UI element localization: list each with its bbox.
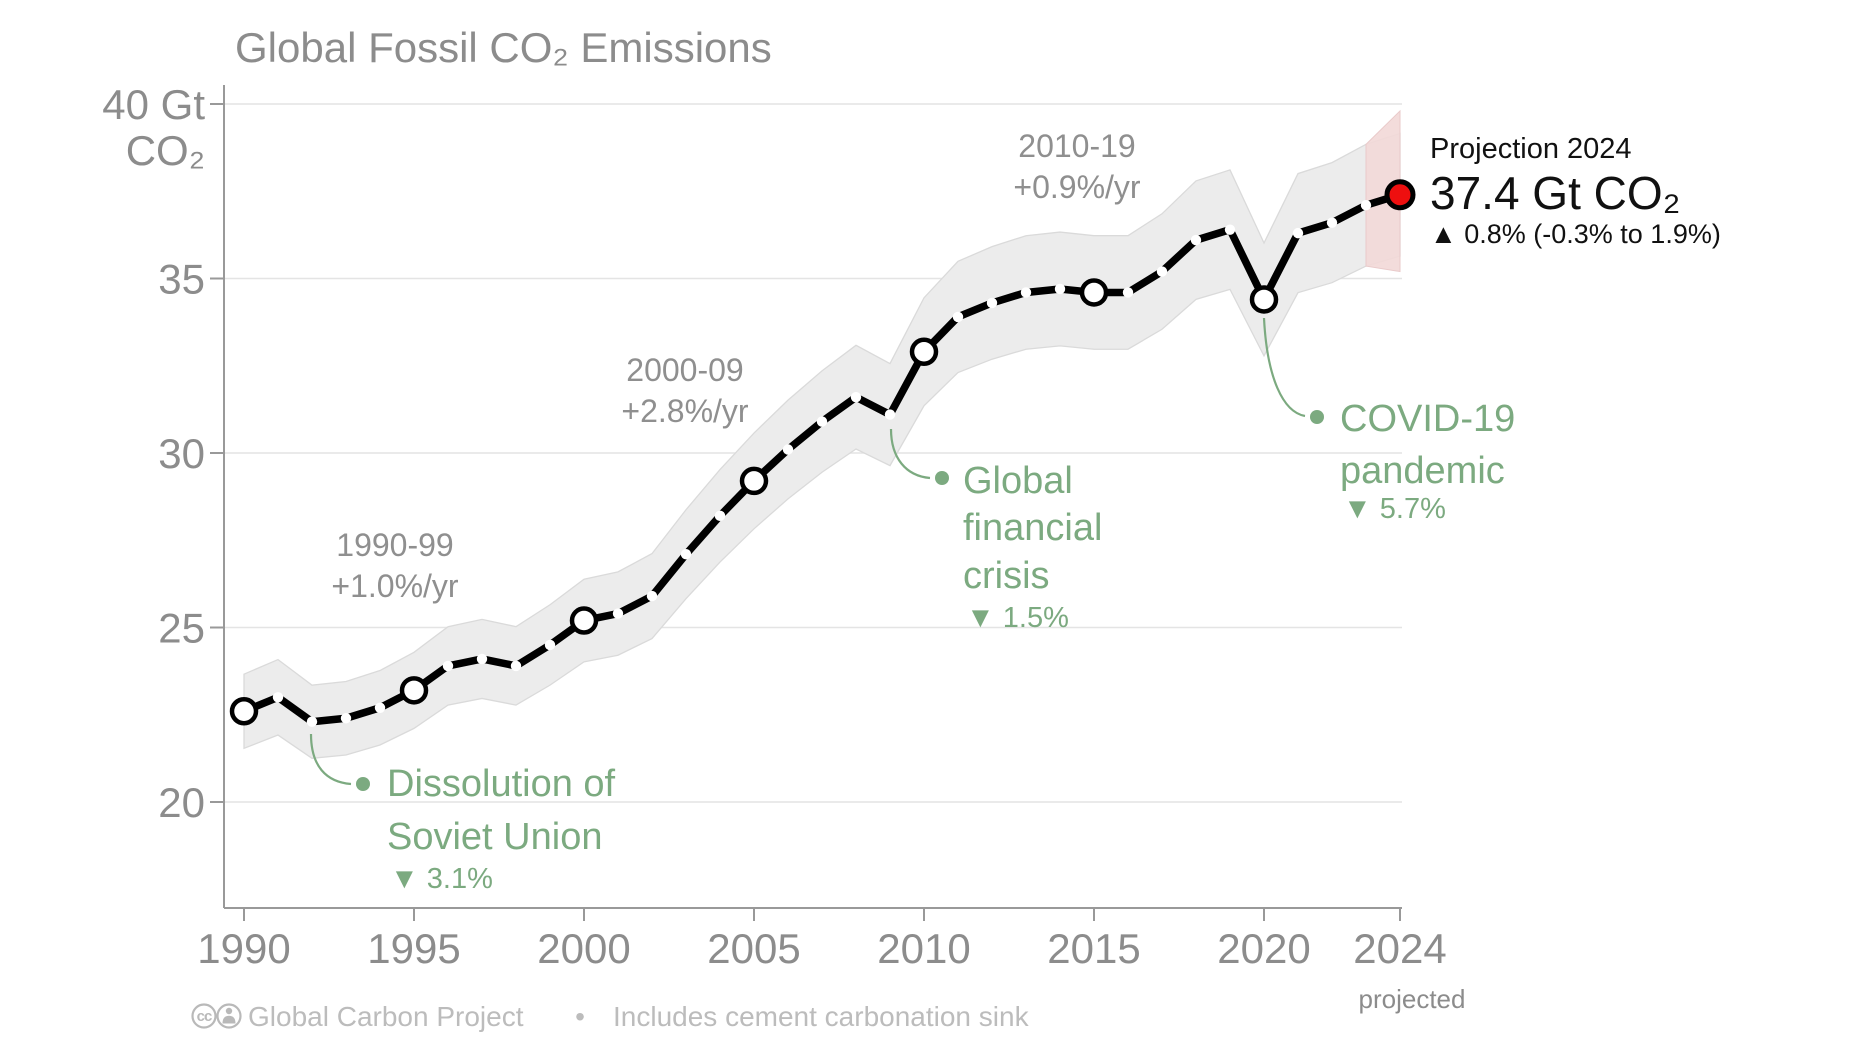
- x-tick-label-2015: 2015: [1047, 925, 1140, 972]
- data-point-2004: [714, 510, 726, 522]
- data-point-2003: [680, 549, 692, 560]
- x-tick-label-1990: 1990: [197, 925, 290, 972]
- period-label-p2000s-line2: +2.8%/yr: [621, 393, 749, 429]
- data-point-1994: [374, 702, 386, 713]
- period-label-p2010s-line2: +0.9%/yr: [1013, 169, 1141, 205]
- cc-icon: [191, 1003, 217, 1029]
- event-drop-soviet-union: ▼ 3.1%: [390, 863, 493, 895]
- event-connector-curves: [309, 317, 1324, 791]
- data-point-2021: [1292, 227, 1304, 239]
- data-point-2007: [816, 416, 828, 427]
- data-point-2002: [646, 590, 658, 602]
- marker-2005: [739, 466, 769, 496]
- event-label-financial-crisis-line1: Global: [963, 460, 1073, 502]
- event-drop-financial-crisis: ▼ 1.5%: [966, 602, 1069, 634]
- footer-note: Includes cement carbonation sink: [613, 1001, 1030, 1032]
- data-point-2022: [1326, 217, 1338, 228]
- event-curve-soviet-union: [309, 733, 352, 786]
- x-tick-label-2000: 2000: [537, 925, 630, 972]
- event-label-soviet-union-line1: Dissolution of: [387, 763, 616, 805]
- event-label-financial-crisis-line3: crisis: [963, 555, 1050, 597]
- data-point-1998: [510, 660, 522, 672]
- y-tick-label-40: 40 Gt: [102, 81, 205, 128]
- y-tick-label-25: 25: [158, 605, 205, 652]
- event-label-covid-pandemic-line1: COVID-19: [1340, 398, 1515, 440]
- footer: cc Global Carbon Project • Includes ceme…: [191, 1001, 1030, 1032]
- attribution-person-body: [222, 1015, 236, 1024]
- annotations: 1990-99 +1.0%/yr 2000-09 +2.8%/yr 2010-19 +0.…: [331, 128, 1515, 895]
- data-point-2017: [1156, 266, 1168, 277]
- event-bullet-soviet-union: [356, 777, 370, 791]
- projection-callout: Projection 2024 37.4 Gt CO₂ ▲ 0.8% (-0.3…: [1430, 133, 1721, 249]
- period-label-p2010s-line1: 2010-19: [1018, 128, 1135, 164]
- cc-icon-glyph: cc: [197, 1008, 212, 1025]
- data-point-2006: [782, 444, 794, 455]
- chart-title: Global Fossil CO₂ Emissions: [235, 24, 772, 71]
- data-point-1997: [476, 653, 488, 665]
- data-point-1993: [340, 713, 352, 724]
- projection-value: 37.4 Gt CO₂: [1430, 167, 1681, 219]
- data-point-2001: [612, 608, 624, 619]
- axes: [210, 85, 1402, 921]
- data-point-2008: [850, 391, 862, 403]
- y-tick-label-30: 30: [158, 430, 205, 477]
- emissions-line-layer: [229, 179, 1416, 727]
- y-tick-label-35: 35: [158, 256, 205, 303]
- x-tick-label-1995: 1995: [367, 925, 460, 972]
- period-label-p1990s-line2: +1.0%/yr: [331, 568, 459, 604]
- data-point-2014: [1054, 283, 1066, 295]
- footer-attribution: Global Carbon Project: [248, 1001, 524, 1032]
- event-label-soviet-union-line2: Soviet Union: [387, 816, 602, 858]
- uncertainty-bands: [243, 109, 1401, 759]
- marker-2000: [569, 606, 599, 635]
- marker-2020: [1249, 285, 1279, 314]
- data-point-2012: [986, 297, 998, 309]
- data-point-1996: [442, 660, 454, 672]
- data-point-2019: [1224, 224, 1236, 235]
- x-tick-label-2005: 2005: [707, 925, 800, 972]
- event-curve-covid-pandemic: [1262, 317, 1306, 418]
- attribution-person-head: [225, 1007, 233, 1015]
- marker-2015: [1079, 278, 1109, 307]
- event-label-covid-pandemic-line2: pandemic: [1340, 450, 1505, 492]
- event-drop-covid-pandemic: ▼ 5.7%: [1343, 493, 1446, 525]
- event-bullet-covid-pandemic: [1310, 410, 1324, 424]
- data-point-2023: [1360, 200, 1372, 211]
- period-label-p2000s-line1: 2000-09: [626, 352, 743, 388]
- x-tick-label-2024: 2024: [1353, 925, 1446, 972]
- x-tick-sublabel-2024: projected: [1359, 984, 1466, 1014]
- data-point-2018: [1190, 234, 1202, 246]
- data-point-1999: [544, 639, 556, 651]
- data-point-2011: [952, 311, 964, 323]
- data-point-2016: [1122, 287, 1134, 298]
- event-curve-financial-crisis: [889, 428, 931, 480]
- marker-2010: [909, 337, 939, 367]
- data-point-1992: [306, 716, 318, 727]
- marker-1990: [229, 697, 259, 726]
- projection-change: ▲ 0.8% (-0.3% to 1.9%): [1430, 219, 1721, 249]
- y-tick-label2-40: CO₂: [126, 127, 205, 174]
- attribution-person-icon: [216, 1003, 242, 1029]
- data-point-1991: [272, 692, 284, 703]
- x-tick-label-2020: 2020: [1217, 925, 1310, 972]
- event-label-financial-crisis-line2: financial: [963, 507, 1102, 549]
- y-tick-label-20: 20: [158, 779, 205, 826]
- period-label-p1990s-line1: 1990-99: [336, 527, 453, 563]
- projection-point-2024: [1384, 179, 1416, 211]
- data-point-2013: [1020, 287, 1032, 298]
- x-tick-label-2010: 2010: [877, 925, 970, 972]
- data-point-2009: [884, 409, 896, 420]
- event-bullet-financial-crisis: [935, 471, 949, 485]
- projection-band: [1365, 109, 1401, 273]
- footer-separator: •: [575, 1001, 585, 1032]
- marker-1995: [399, 676, 429, 705]
- projection-label: Projection 2024: [1430, 133, 1632, 165]
